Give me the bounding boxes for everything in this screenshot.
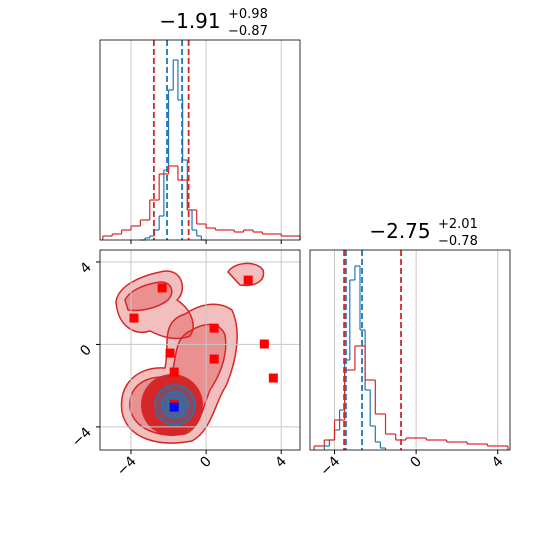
title-median: −2.75 — [369, 219, 430, 243]
point — [169, 402, 179, 412]
point — [129, 313, 139, 323]
panel-title: −2.75 — [369, 219, 430, 243]
panel-frame — [99, 249, 301, 451]
x-tick-label: −4 — [317, 453, 343, 479]
title-lower: −0.78 — [438, 234, 478, 249]
contours — [115, 262, 265, 444]
point — [165, 348, 175, 358]
panel-title: −1.91 — [159, 9, 220, 33]
point — [268, 373, 278, 383]
panel-frame — [309, 249, 511, 451]
y-tick-label: 4 — [77, 259, 95, 277]
title-lower: −0.87 — [228, 24, 268, 39]
x-tick-label: 0 — [197, 454, 215, 472]
point — [157, 283, 167, 293]
point — [209, 323, 219, 333]
panel-frame — [99, 39, 301, 241]
x-tick-label: −4 — [114, 453, 140, 479]
point — [243, 275, 253, 285]
title-upper: +2.01 — [438, 217, 478, 232]
point — [209, 354, 219, 364]
title-median: −1.91 — [159, 9, 220, 33]
point — [259, 339, 269, 349]
y-tick-label: 0 — [77, 342, 95, 360]
contour-top-right — [227, 262, 265, 287]
x-tick-label: 4 — [489, 453, 507, 471]
point — [169, 367, 179, 377]
y-tick-label: −4 — [69, 424, 95, 450]
x-tick-label: 0 — [407, 454, 425, 472]
title-upper: +0.98 — [228, 7, 268, 22]
x-tick-label: 4 — [272, 453, 290, 471]
